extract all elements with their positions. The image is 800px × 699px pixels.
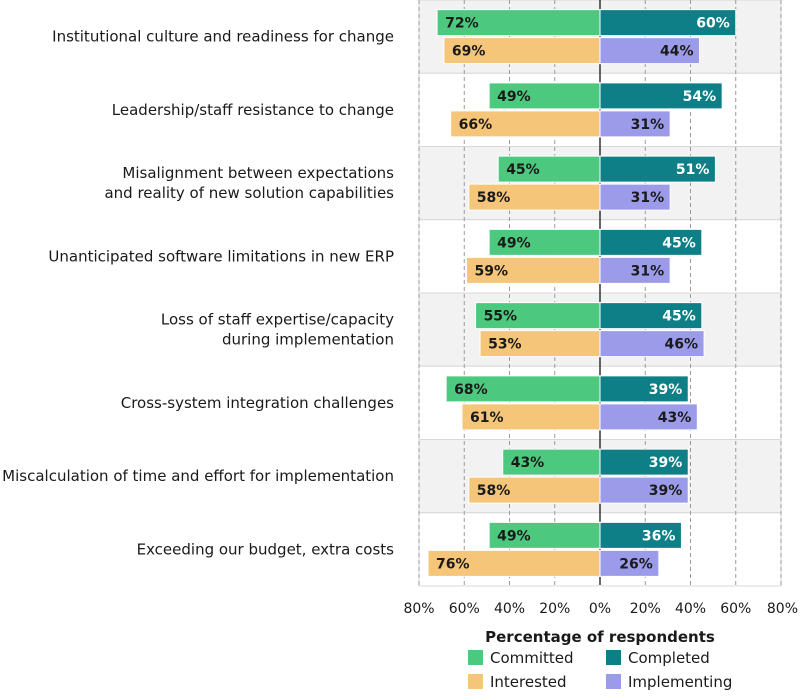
data-label-committed: 72%	[445, 16, 479, 32]
data-label-implementing: 26%	[619, 556, 653, 572]
data-label-interested: 69%	[452, 44, 486, 60]
data-label-interested: 58%	[477, 483, 511, 499]
x-tick-label: 40%	[494, 601, 525, 617]
bar-completed	[599, 375, 689, 403]
legend-swatch-interested	[468, 674, 483, 689]
data-label-implementing: 39%	[649, 483, 683, 499]
data-label-completed: 45%	[662, 235, 696, 251]
x-tick-label: 60%	[449, 601, 480, 617]
bar-implementing	[599, 403, 698, 431]
bar-completed	[599, 448, 689, 476]
data-label-implementing: 46%	[665, 337, 699, 353]
data-label-implementing: 31%	[631, 117, 665, 133]
bar-completed	[599, 521, 682, 549]
data-label-completed: 51%	[676, 162, 710, 178]
data-label-interested: 66%	[459, 117, 493, 133]
data-label-completed: 39%	[649, 455, 683, 471]
data-label-implementing: 31%	[631, 190, 665, 206]
legend: Committed Completed Interested Implementing	[468, 649, 732, 691]
bar-interested	[443, 37, 601, 65]
data-label-completed: 45%	[662, 309, 696, 325]
x-tick-label: 80%	[403, 601, 434, 617]
bar-implementing	[599, 37, 701, 65]
bars: 72% 49% 45% 49% 55% 68% 43% 49% 69% 66% 58% 59% 53% 6…	[427, 9, 737, 577]
bar-implementing	[599, 330, 705, 358]
category-label: Cross-system integration challenges	[121, 394, 394, 412]
data-label-committed: 49%	[497, 235, 531, 251]
bar-completed	[599, 228, 703, 256]
x-tick-label: 80%	[767, 601, 798, 617]
data-label-committed: 68%	[454, 382, 488, 398]
x-tick-label: 20%	[539, 601, 570, 617]
data-label-completed: 39%	[649, 382, 683, 398]
bar-committed	[488, 521, 601, 549]
bar-interested	[468, 183, 601, 211]
data-label-completed: 60%	[696, 16, 730, 32]
data-label-committed: 49%	[497, 89, 531, 105]
legend-label-implementing: Implementing	[628, 673, 732, 691]
legend-label-interested: Interested	[490, 673, 567, 691]
data-label-completed: 54%	[683, 89, 717, 105]
data-label-interested: 53%	[488, 337, 522, 353]
data-label-committed: 45%	[506, 162, 540, 178]
bar-completed	[599, 155, 716, 183]
category-label: Miscalculation of time and effort for im…	[2, 467, 394, 485]
category-label: Misalignment between expectations and rea…	[104, 164, 394, 202]
data-label-implementing: 44%	[660, 44, 694, 60]
bar-interested	[450, 110, 601, 138]
legend-swatch-committed	[468, 650, 483, 665]
bar-implementing	[599, 110, 671, 138]
data-label-interested: 59%	[475, 263, 509, 279]
category-label: Leadership/staff resistance to change	[112, 101, 394, 119]
legend-label-committed: Committed	[490, 649, 574, 667]
x-tick-label: 0%	[589, 601, 611, 617]
data-label-interested: 76%	[436, 556, 470, 572]
data-label-committed: 55%	[484, 309, 518, 325]
data-label-interested: 61%	[470, 410, 504, 426]
bar-implementing	[599, 549, 660, 577]
x-tick-label: 20%	[630, 601, 661, 617]
bar-implementing	[599, 476, 689, 504]
bar-interested	[461, 403, 601, 431]
category-label: Institutional culture and readiness for …	[52, 28, 394, 46]
category-label: Unanticipated software limitations in ne…	[48, 247, 394, 265]
data-label-committed: 43%	[511, 455, 545, 471]
bar-committed	[497, 155, 601, 183]
category-labels: Institutional culture and readiness for …	[2, 28, 394, 559]
legend-swatch-completed	[606, 650, 621, 665]
data-label-committed: 49%	[497, 528, 531, 544]
bar-committed	[488, 228, 601, 256]
category-label: Loss of staff expertise/capacity during i…	[161, 311, 394, 349]
bar-implementing	[599, 183, 671, 211]
data-label-implementing: 31%	[631, 263, 665, 279]
x-axis-title: Percentage of respondents	[485, 628, 715, 646]
legend-swatch-implementing	[606, 674, 621, 689]
x-tick-label: 40%	[675, 601, 706, 617]
data-label-completed: 36%	[642, 528, 676, 544]
bar-completed	[599, 9, 737, 37]
legend-label-completed: Completed	[628, 649, 710, 667]
bar-interested	[468, 476, 601, 504]
bar-interested	[427, 549, 601, 577]
x-tick-labels: 80% 60% 40% 20% 0% 20% 40% 60% 80%	[403, 601, 798, 617]
category-label: Exceeding our budget, extra costs	[137, 540, 395, 558]
data-label-interested: 58%	[477, 190, 511, 206]
bar-committed	[502, 448, 601, 476]
bar-committed	[475, 302, 601, 330]
x-tick-label: 60%	[720, 601, 751, 617]
bar-completed	[599, 302, 703, 330]
bar-implementing	[599, 256, 671, 284]
bar-completed	[599, 82, 723, 110]
data-label-implementing: 43%	[658, 410, 692, 426]
bar-interested	[466, 256, 601, 284]
